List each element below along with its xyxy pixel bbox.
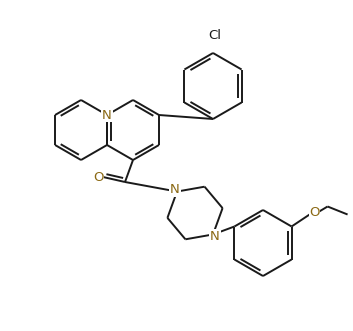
Text: N: N xyxy=(170,183,180,196)
Text: O: O xyxy=(309,206,320,219)
Text: N: N xyxy=(102,109,112,121)
Text: Cl: Cl xyxy=(209,29,221,42)
Text: O: O xyxy=(93,170,103,183)
Text: N: N xyxy=(210,230,220,243)
